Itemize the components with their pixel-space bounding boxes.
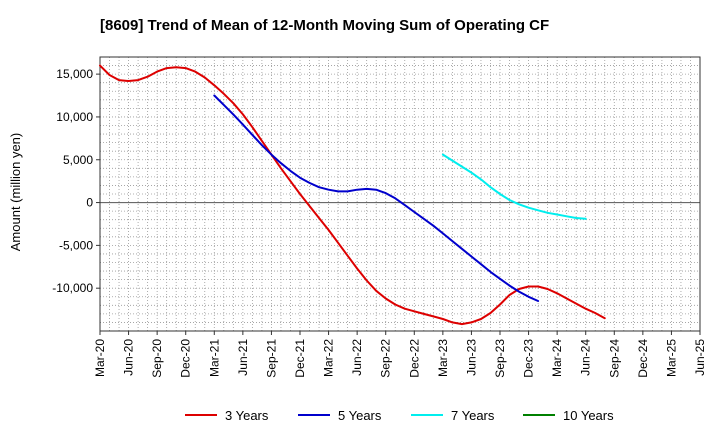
x-tick-label: Mar-22 [322, 339, 336, 377]
legend-label: 3 Years [225, 408, 269, 423]
x-tick-label: Sep-22 [379, 339, 393, 378]
y-tick-label: 0 [86, 196, 93, 210]
series-line-7-years [441, 153, 587, 220]
legend-label: 10 Years [563, 408, 614, 423]
plot-area: 15,000 10,000 5,000 0 -5,000 -10,000 Mar-20 Jun… [52, 56, 707, 378]
x-tick-label: Mar-21 [207, 339, 221, 377]
y-tick-label: -5,000 [59, 238, 93, 252]
x-tick-label: Jun-24 [579, 339, 593, 376]
y-tick-label: 10,000 [56, 110, 93, 124]
y-axis-title: Amount (million yen) [8, 133, 23, 252]
series-line-3-years [99, 64, 606, 326]
y-tick-label: -10,000 [52, 281, 93, 295]
series-line-5-years [213, 94, 540, 302]
x-tick-label: Jun-21 [236, 339, 250, 376]
x-tick-label: Mar-23 [436, 339, 450, 377]
x-tick-label: Mar-25 [664, 339, 678, 377]
chart-title: [8609] Trend of Mean of 12-Month Moving … [100, 17, 549, 34]
legend: 3 Years 5 Years 7 Years 10 Years [185, 408, 614, 423]
x-tick-label: Sep-23 [493, 339, 507, 378]
x-tick-label: Sep-20 [150, 339, 164, 378]
x-tick-label: Dec-22 [407, 339, 421, 378]
y-tick-label: 15,000 [56, 67, 93, 81]
x-tick-label: Mar-20 [93, 339, 107, 377]
legend-label: 7 Years [451, 408, 495, 423]
x-tick-label: Jun-22 [350, 339, 364, 376]
x-tick-label: Jun-23 [464, 339, 478, 376]
x-tick-label: Sep-24 [607, 339, 621, 378]
x-tick-label: Dec-24 [636, 339, 650, 378]
x-tick-label: Mar-24 [550, 339, 564, 377]
x-tick-label: Dec-21 [293, 339, 307, 378]
x-tick-label: Jun-25 [693, 339, 707, 376]
y-tick-label: 5,000 [63, 153, 93, 167]
x-tick-label: Sep-21 [264, 339, 278, 378]
legend-label: 5 Years [338, 408, 382, 423]
x-tick-label: Dec-20 [179, 339, 193, 378]
plot-frame [99, 56, 701, 332]
x-tick-label: Jun-20 [122, 339, 136, 376]
x-tick-label: Dec-23 [522, 339, 536, 378]
